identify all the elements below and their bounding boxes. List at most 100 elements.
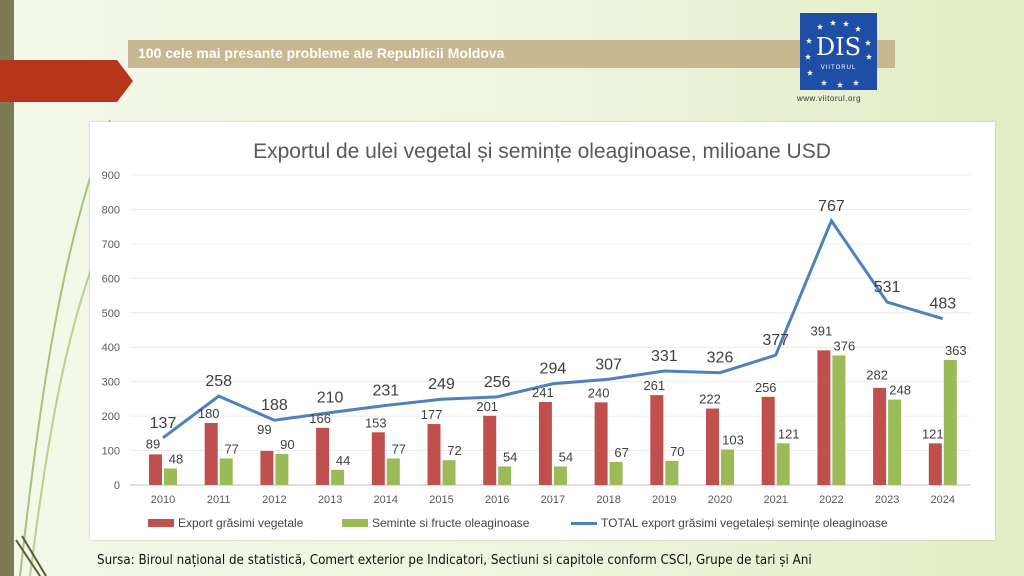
- data-label-total: 231: [372, 382, 399, 399]
- data-label-total: 188: [261, 397, 288, 414]
- y-tick-label: 300: [102, 377, 120, 389]
- data-label-red: 391: [811, 323, 833, 338]
- star-icon: [843, 20, 849, 27]
- bar-seminte: [498, 466, 512, 485]
- data-label-total: 483: [929, 296, 956, 313]
- bar-export-grasimi: [204, 423, 218, 485]
- star-icon: [817, 23, 823, 30]
- bar-seminte: [721, 449, 734, 485]
- data-label-red: 256: [755, 380, 777, 395]
- data-label-red: 180: [198, 406, 220, 421]
- star-icon: [866, 53, 872, 60]
- bar-export-grasimi: [260, 450, 274, 485]
- y-tick-label: 100: [102, 446, 120, 458]
- star-icon: [821, 79, 827, 86]
- total-line: [162, 217, 944, 440]
- legend-label: Export grăsimi vegetale: [178, 516, 304, 530]
- x-tick-label: 2013: [318, 494, 342, 506]
- bar-export-grasimi: [761, 396, 775, 485]
- bar-export-grasimi: [371, 432, 385, 485]
- data-label-red: 166: [309, 411, 331, 426]
- star-icon: [837, 81, 843, 88]
- data-label-green: 121: [778, 426, 800, 441]
- y-tick-label: 400: [102, 342, 120, 354]
- x-tick-label: 2018: [596, 494, 620, 506]
- bar-seminte: [219, 458, 233, 485]
- data-label-red: 240: [588, 385, 610, 400]
- bar-export-grasimi: [149, 454, 162, 485]
- header-title: 100 cele mai presante probleme ale Repub…: [138, 45, 505, 61]
- data-label-red: 241: [532, 385, 554, 400]
- logo-text: DIS: [815, 33, 862, 61]
- legend-swatch-red: [148, 519, 174, 527]
- x-tick-label: 2010: [151, 494, 175, 506]
- data-label-total: 258: [205, 373, 232, 390]
- x-tick-label: 2014: [374, 494, 398, 506]
- x-tick-label: 2020: [708, 494, 732, 506]
- red-arrow-decoration: [0, 60, 133, 102]
- y-tick-label: 700: [102, 239, 120, 251]
- data-label-red: 222: [699, 392, 721, 407]
- data-label-total: 377: [762, 332, 789, 349]
- star-icon: [807, 69, 813, 76]
- data-label-total: 210: [317, 390, 344, 407]
- bar-export-grasimi: [928, 443, 942, 485]
- y-tick-label: 200: [102, 411, 120, 423]
- x-tick-label: 2015: [429, 494, 453, 506]
- bar-seminte: [164, 468, 177, 485]
- data-label-red: 177: [421, 407, 443, 422]
- star-icon: [865, 39, 871, 46]
- star-icon: [830, 19, 836, 26]
- data-label-green: 67: [614, 445, 628, 460]
- bar-export-grasimi: [650, 395, 664, 485]
- x-tick-label: 2022: [819, 494, 843, 506]
- bar-seminte: [888, 399, 902, 485]
- chart: Exportul de ulei vegetal și semințe olea…: [102, 140, 970, 506]
- bar-seminte: [386, 458, 400, 485]
- y-tick-label: 800: [102, 204, 120, 216]
- bar-export-grasimi: [538, 401, 552, 485]
- bar-seminte: [665, 460, 679, 485]
- data-label-red: 121: [922, 426, 944, 441]
- logo-subtitle: VIITORUL: [820, 65, 857, 71]
- y-tick-label: 0: [114, 480, 120, 492]
- data-label-green: 248: [889, 383, 911, 398]
- star-icon: [855, 25, 861, 32]
- data-label-green: 48: [169, 451, 183, 466]
- source-note: Sursa: Biroul național de statistică, Co…: [97, 553, 812, 568]
- header-bar: 100 cele mai presante probleme ale Repub…: [128, 40, 895, 68]
- data-label-total: 307: [595, 356, 622, 373]
- data-label-green: 376: [834, 338, 856, 353]
- legend-swatch-blue: [571, 521, 597, 525]
- data-label-green: 77: [392, 441, 406, 456]
- x-tick-label: 2012: [262, 494, 286, 506]
- legend-item-green: Seminte si fructe oleaginoase: [342, 516, 529, 530]
- bar-export-grasimi: [483, 415, 497, 485]
- decorative-stripe: [0, 0, 14, 576]
- y-tick-label: 900: [102, 170, 120, 182]
- logo: DIS VIITORUL: [800, 13, 877, 90]
- data-label-total: 137: [150, 415, 177, 432]
- chart-container: Exportul de ulei vegetal și semințe olea…: [90, 122, 995, 540]
- data-label-green: 54: [503, 449, 517, 464]
- data-label-green: 70: [670, 444, 684, 459]
- bar-seminte: [776, 443, 790, 485]
- bar-seminte: [275, 454, 289, 485]
- bar-export-grasimi: [817, 350, 831, 485]
- data-label-red: 89: [146, 436, 160, 451]
- data-label-green: 54: [559, 449, 573, 464]
- data-label-green: 90: [280, 437, 294, 452]
- data-label-red: 201: [476, 399, 498, 414]
- data-label-total: 331: [651, 348, 678, 365]
- x-tick-label: 2024: [931, 494, 955, 506]
- data-label-total: 249: [428, 376, 455, 393]
- data-label-green: 103: [722, 433, 744, 448]
- data-label-total: 531: [874, 279, 901, 296]
- data-label-green: 72: [447, 443, 461, 458]
- data-label-green: 363: [945, 343, 967, 358]
- data-label-total: 326: [707, 350, 734, 367]
- bar-export-grasimi: [427, 424, 441, 485]
- legend-label: TOTAL export grăsimi vegetaleși semințe …: [601, 516, 888, 530]
- bar-seminte: [331, 469, 345, 485]
- bar-export-grasimi: [706, 408, 719, 485]
